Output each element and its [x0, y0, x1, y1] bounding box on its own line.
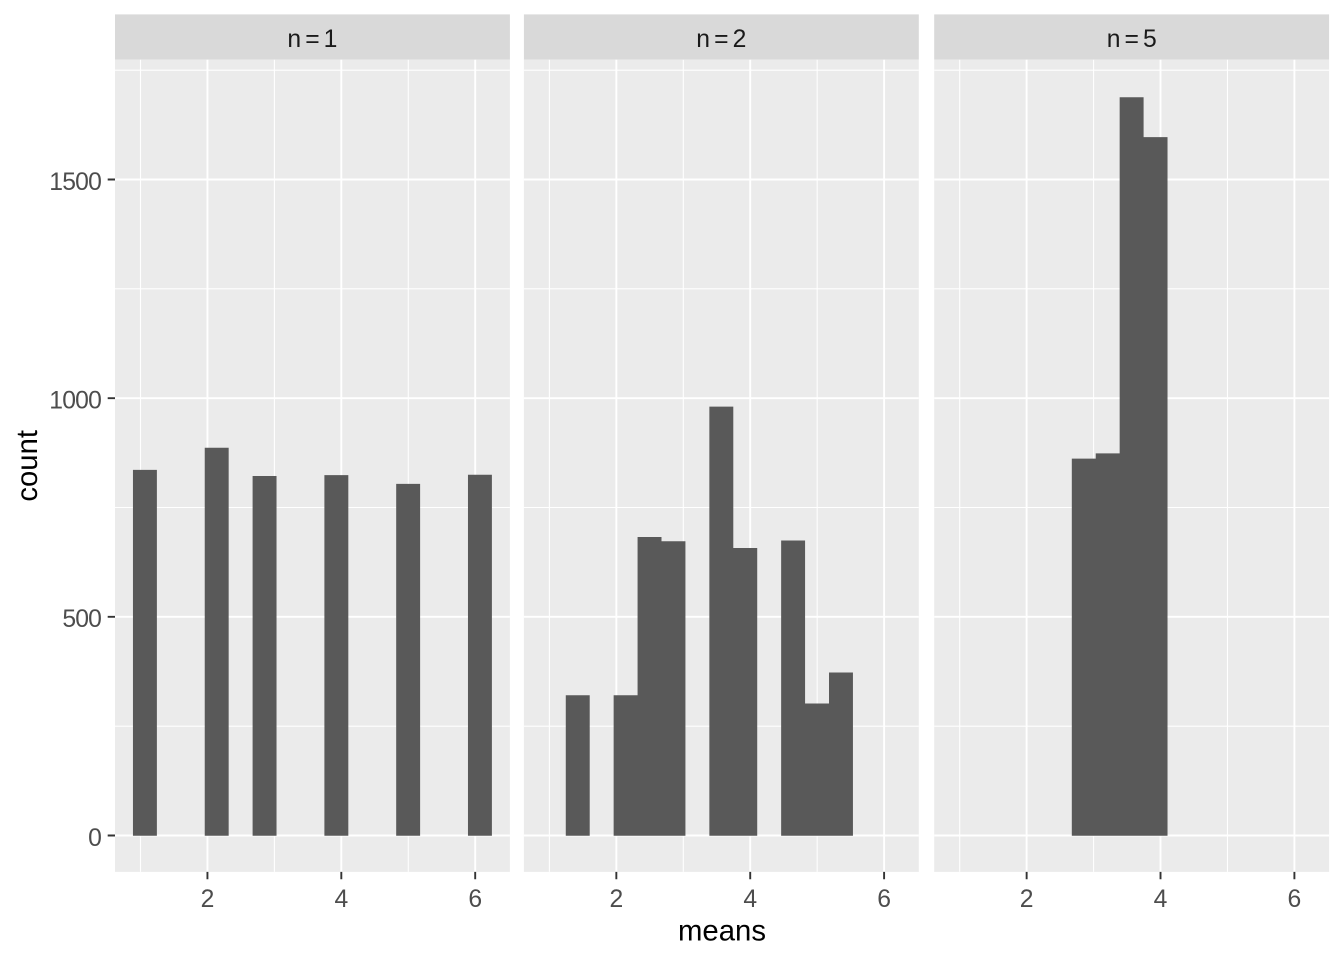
svg-text:0: 0 [88, 825, 102, 852]
svg-text:n = 1: n = 1 [287, 26, 337, 53]
svg-text:2: 2 [1020, 886, 1034, 913]
svg-text:1000: 1000 [49, 388, 102, 415]
svg-text:n = 5: n = 5 [1107, 26, 1157, 53]
svg-text:6: 6 [468, 886, 482, 913]
svg-text:2: 2 [609, 886, 623, 913]
svg-text:2: 2 [201, 886, 215, 913]
svg-text:6: 6 [877, 886, 891, 913]
svg-text:4: 4 [743, 886, 757, 913]
svg-text:n = 2: n = 2 [696, 26, 746, 53]
svg-text:means: means [678, 915, 766, 948]
svg-text:6: 6 [1288, 886, 1302, 913]
svg-text:4: 4 [334, 886, 348, 913]
svg-text:1500: 1500 [49, 169, 102, 196]
svg-text:4: 4 [1154, 886, 1168, 913]
svg-text:count: count [11, 430, 44, 502]
svg-text:500: 500 [62, 606, 101, 633]
